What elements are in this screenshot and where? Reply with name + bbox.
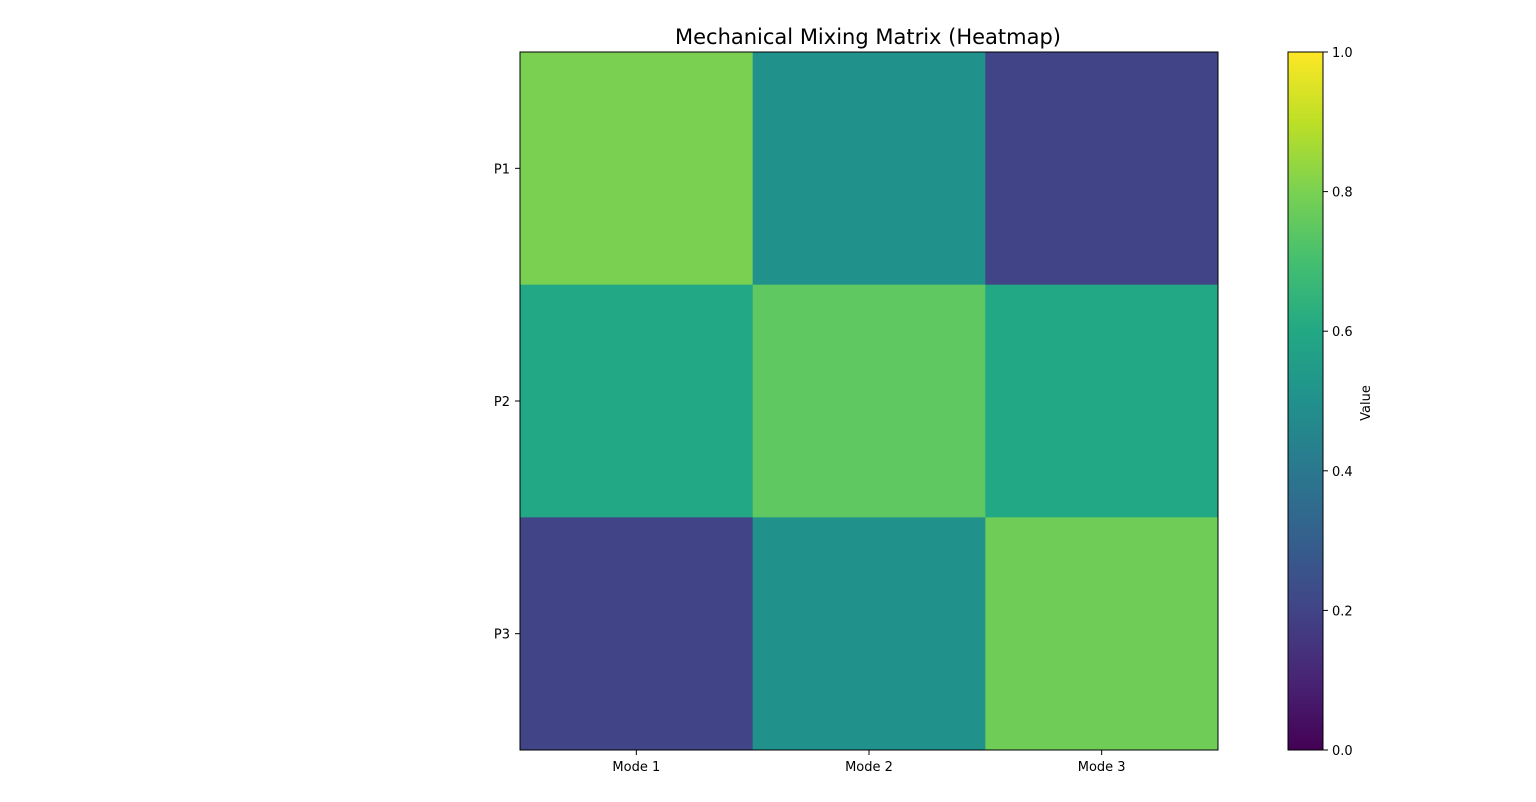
colorbar-tick-label: 0.6 xyxy=(1332,325,1353,340)
heatmap-cell-r2-c1 xyxy=(520,284,754,518)
colorbar-gradient xyxy=(1287,51,1324,751)
heatmap-cell-r3-c3 xyxy=(985,517,1219,751)
x-tick-label: Mode 2 xyxy=(845,760,893,775)
x-axis: Mode 1 Mode 2 Mode 3 xyxy=(612,750,1126,775)
heatmap-cell-r3-c1 xyxy=(520,517,754,751)
x-tick-label: Mode 3 xyxy=(1078,760,1126,775)
heatmap-cell-r2-c2 xyxy=(752,284,986,518)
colorbar-tick-label: 0.2 xyxy=(1332,604,1353,619)
heatmap-cell-r3-c2 xyxy=(752,517,986,751)
x-tick-label: Mode 1 xyxy=(612,760,660,775)
colorbar-label: Value xyxy=(1359,385,1374,421)
heatmap-cell-r1-c3 xyxy=(985,52,1219,286)
heatmap-cell-r2-c3 xyxy=(985,284,1219,518)
y-tick-label: P1 xyxy=(494,162,510,177)
heatmap-cells xyxy=(520,52,1219,751)
colorbar: 0.0 0.2 0.4 0.6 0.8 1.0 Value xyxy=(1287,46,1374,759)
colorbar-ticks: 0.0 0.2 0.4 0.6 0.8 1.0 xyxy=(1323,46,1353,759)
heatmap-cell-r1-c1 xyxy=(520,52,754,286)
chart-title: Mechanical Mixing Matrix (Heatmap) xyxy=(675,25,1061,49)
y-tick-label: P3 xyxy=(494,628,510,643)
colorbar-tick-label: 0.4 xyxy=(1332,465,1353,480)
colorbar-tick-label: 0.0 xyxy=(1332,744,1353,759)
y-tick-label: P2 xyxy=(494,395,510,410)
colorbar-tick-label: 1.0 xyxy=(1332,46,1353,61)
y-axis: P1 P2 P3 xyxy=(494,162,520,643)
heatmap-cell-r1-c2 xyxy=(752,52,986,286)
colorbar-tick-label: 0.8 xyxy=(1332,186,1353,201)
